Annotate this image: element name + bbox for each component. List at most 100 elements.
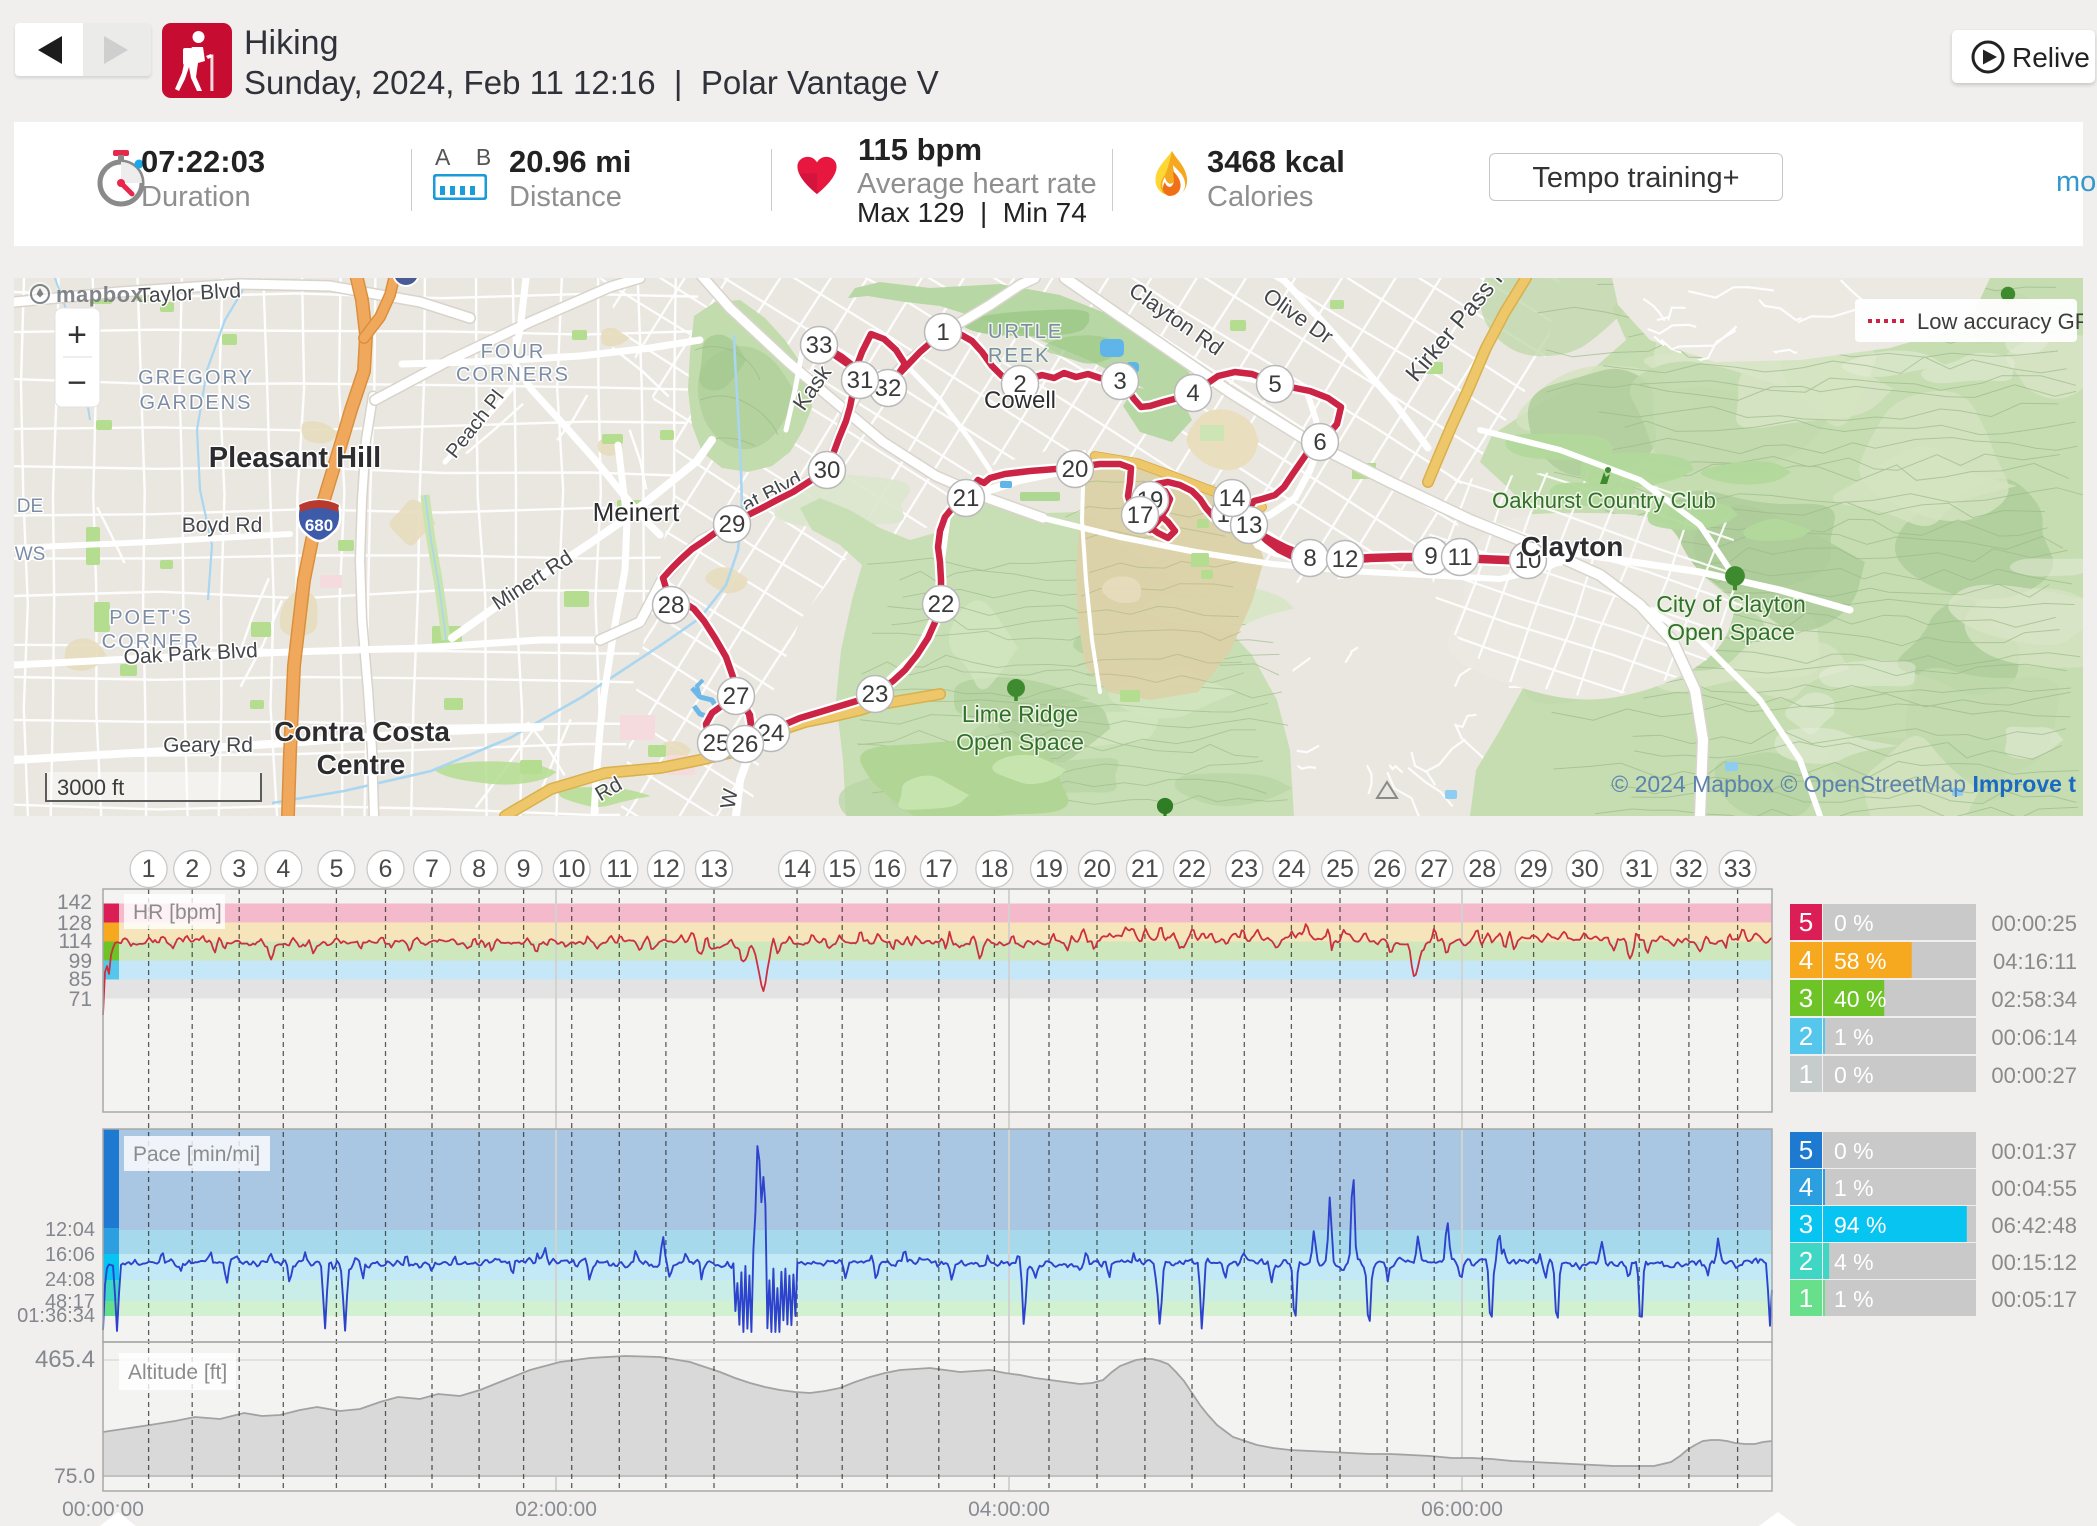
svg-text:26: 26 xyxy=(1373,855,1401,883)
svg-text:Boyd Rd: Boyd Rd xyxy=(182,514,263,537)
svg-text:33: 33 xyxy=(806,332,833,359)
svg-text:22: 22 xyxy=(1178,855,1206,883)
svg-text:4: 4 xyxy=(1799,1172,1813,1202)
svg-text:1: 1 xyxy=(1799,1059,1813,1089)
svg-text:DE: DE xyxy=(17,496,43,517)
svg-text:Pace [min/mi]: Pace [min/mi] xyxy=(133,1143,260,1166)
svg-text:City of Clayton: City of Clayton xyxy=(1656,591,1806,617)
svg-text:17: 17 xyxy=(925,855,953,883)
svg-text:01:36:34: 01:36:34 xyxy=(17,1305,95,1327)
svg-text:6: 6 xyxy=(379,855,393,883)
svg-text:8: 8 xyxy=(1303,545,1316,572)
svg-text:31: 31 xyxy=(847,367,874,394)
svg-text:00:00:25: 00:00:25 xyxy=(1991,911,2077,936)
svg-text:71: 71 xyxy=(69,988,92,1011)
svg-text:+: + xyxy=(67,316,87,354)
svg-text:Lime Ridge: Lime Ridge xyxy=(962,701,1078,727)
svg-text:17: 17 xyxy=(1127,502,1154,529)
svg-text:00:06:14: 00:06:14 xyxy=(1991,1025,2077,1050)
svg-text:FOUR: FOUR xyxy=(481,341,546,363)
svg-text:© 2024 Mapbox © OpenStreetMap: © 2024 Mapbox © OpenStreetMap Improve t xyxy=(1611,771,2076,797)
svg-text:00:00:27: 00:00:27 xyxy=(1991,1063,2077,1088)
svg-text:06:42:48: 06:42:48 xyxy=(1991,1213,2077,1238)
svg-text:142: 142 xyxy=(57,891,92,914)
svg-text:00:15:12: 00:15:12 xyxy=(1991,1250,2077,1275)
svg-text:0 %: 0 % xyxy=(1834,1062,1874,1088)
svg-text:GARDENS: GARDENS xyxy=(140,392,253,414)
svg-text:5: 5 xyxy=(1268,371,1281,398)
svg-text:16: 16 xyxy=(873,855,901,883)
svg-text:128: 128 xyxy=(57,912,92,935)
svg-text:Pleasant Hill: Pleasant Hill xyxy=(209,442,381,474)
svg-text:Altitude [ft]: Altitude [ft] xyxy=(128,1361,227,1384)
svg-text:4: 4 xyxy=(276,855,290,883)
svg-text:24:08: 24:08 xyxy=(45,1269,95,1291)
svg-text:HR [bpm]: HR [bpm] xyxy=(133,901,222,924)
svg-text:40 %: 40 % xyxy=(1834,986,1886,1012)
svg-text:24: 24 xyxy=(1277,855,1305,883)
svg-text:16:06: 16:06 xyxy=(45,1244,95,1266)
svg-text:3: 3 xyxy=(1799,1209,1813,1239)
svg-text:29: 29 xyxy=(1520,855,1548,883)
svg-text:6: 6 xyxy=(1313,429,1326,456)
svg-text:25: 25 xyxy=(1326,855,1354,883)
svg-text:1 %: 1 % xyxy=(1834,1175,1874,1201)
svg-text:POET'S: POET'S xyxy=(109,607,193,629)
svg-text:1: 1 xyxy=(936,319,949,346)
svg-text:9: 9 xyxy=(1424,543,1437,570)
svg-text:3000 ft: 3000 ft xyxy=(57,775,124,800)
svg-text:20: 20 xyxy=(1083,855,1111,883)
svg-text:28: 28 xyxy=(1468,855,1496,883)
svg-text:Contra Costa: Contra Costa xyxy=(274,716,450,747)
svg-text:94 %: 94 % xyxy=(1834,1212,1886,1238)
svg-text:20: 20 xyxy=(1062,456,1089,483)
svg-text:12: 12 xyxy=(1332,546,1359,573)
svg-text:11: 11 xyxy=(606,855,632,883)
svg-text:04:16:11: 04:16:11 xyxy=(1993,949,2077,974)
svg-text:0 %: 0 % xyxy=(1834,910,1874,936)
svg-text:5: 5 xyxy=(1799,1135,1813,1165)
svg-text:23: 23 xyxy=(1230,855,1258,883)
svg-text:1 %: 1 % xyxy=(1834,1286,1874,1312)
svg-text:5: 5 xyxy=(1799,907,1813,937)
svg-text:Low accuracy GPS used: Low accuracy GPS used xyxy=(1917,309,2083,334)
svg-text:5: 5 xyxy=(329,855,343,883)
svg-text:2: 2 xyxy=(1799,1246,1813,1276)
svg-text:−: − xyxy=(67,364,87,402)
svg-text:58 %: 58 % xyxy=(1834,948,1886,974)
svg-text:680: 680 xyxy=(305,516,333,535)
svg-text:13: 13 xyxy=(1236,512,1263,539)
svg-text:1: 1 xyxy=(142,855,156,883)
svg-text:19: 19 xyxy=(1035,855,1063,883)
svg-text:GREGORY: GREGORY xyxy=(138,367,254,389)
svg-text:Open Space: Open Space xyxy=(956,729,1084,755)
svg-text:32: 32 xyxy=(1675,855,1703,883)
svg-text:Clayton: Clayton xyxy=(1521,531,1624,562)
svg-text:11: 11 xyxy=(1448,544,1473,571)
svg-text:22: 22 xyxy=(928,591,955,618)
svg-text:3: 3 xyxy=(1799,983,1813,1013)
svg-text:02:00:00: 02:00:00 xyxy=(515,1498,597,1521)
svg-text:CORNER: CORNER xyxy=(102,631,201,653)
svg-text:13: 13 xyxy=(700,855,728,883)
svg-text:REEK: REEK xyxy=(988,345,1050,367)
svg-text:Geary Rd: Geary Rd xyxy=(163,734,253,757)
svg-text:85: 85 xyxy=(69,968,92,991)
svg-text:99: 99 xyxy=(69,950,92,973)
svg-text:00:05:17: 00:05:17 xyxy=(1991,1287,2077,1312)
svg-text:30: 30 xyxy=(814,457,841,484)
svg-text:7: 7 xyxy=(425,855,439,883)
svg-text:8: 8 xyxy=(472,855,486,883)
svg-text:21: 21 xyxy=(953,485,980,512)
svg-text:W: W xyxy=(717,787,743,811)
svg-text:27: 27 xyxy=(1420,855,1448,883)
svg-text:33: 33 xyxy=(1724,855,1752,883)
svg-text:URTLE: URTLE xyxy=(988,321,1063,343)
svg-text:0 %: 0 % xyxy=(1834,1138,1874,1164)
svg-text:75.0: 75.0 xyxy=(54,1465,95,1488)
svg-text:14: 14 xyxy=(1219,485,1246,512)
svg-text:WS: WS xyxy=(15,544,46,565)
svg-text:00:01:37: 00:01:37 xyxy=(1991,1139,2077,1164)
svg-text:2: 2 xyxy=(185,855,199,883)
svg-text:48:17: 48:17 xyxy=(45,1291,95,1313)
